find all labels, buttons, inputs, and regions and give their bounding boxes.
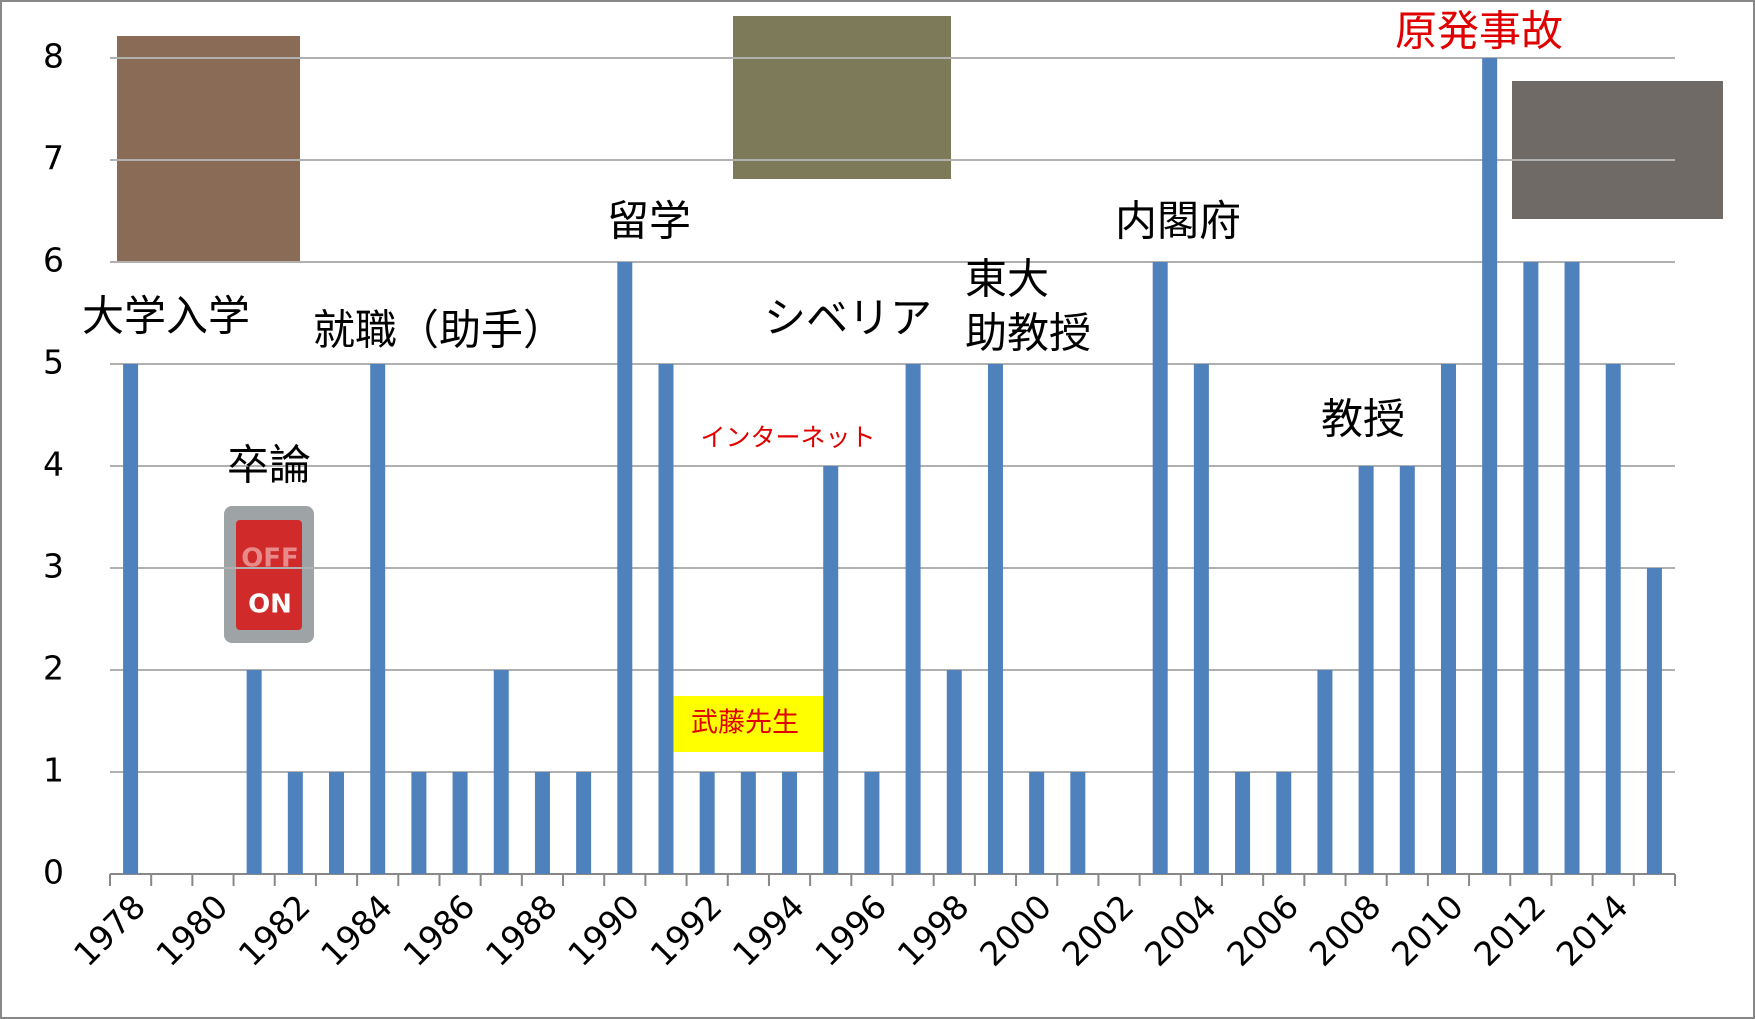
bar [1441, 364, 1456, 874]
bar [370, 364, 385, 874]
chart: 0123456781978198019821984198619881990199… [0, 0, 1755, 1019]
switch-label: ON [248, 590, 292, 620]
switch-label: OFF [241, 544, 299, 574]
y-tick-label: 8 [43, 37, 64, 76]
bar [494, 670, 509, 874]
bar [1606, 364, 1621, 874]
annotation: 大学入学 [82, 292, 250, 341]
bar [1194, 364, 1209, 874]
bar [1276, 772, 1291, 874]
bar [823, 466, 838, 874]
annotation: 内閣府 [1115, 197, 1241, 246]
bar [1565, 262, 1580, 874]
annotation: 教授 [1321, 395, 1405, 444]
bar [576, 772, 591, 874]
annotation: 就職（助手） [313, 306, 565, 355]
bar [535, 772, 550, 874]
bar [906, 364, 921, 874]
photo-grassland [733, 16, 951, 179]
y-tick-label: 5 [43, 343, 64, 382]
bar [1070, 772, 1085, 874]
annotation: インターネット [700, 423, 875, 452]
bar [288, 772, 303, 874]
bar [1482, 58, 1497, 874]
annotation: 東大 [965, 255, 1049, 304]
annotation: シベリア [764, 294, 932, 343]
y-tick-label: 6 [43, 241, 64, 280]
bar [1153, 262, 1168, 874]
y-tick-label: 2 [43, 649, 64, 688]
annotation: 武藤先生 [691, 708, 799, 739]
bar [123, 364, 138, 874]
bar [864, 772, 879, 874]
bar [947, 670, 962, 874]
bar [1317, 670, 1332, 874]
bar [741, 772, 756, 874]
bar [658, 364, 673, 874]
photo-runners [117, 36, 300, 262]
bar [782, 772, 797, 874]
switch-icon [224, 506, 314, 643]
bar [700, 772, 715, 874]
annotation: 助教授 [965, 309, 1091, 358]
bar [411, 772, 426, 874]
y-tick-label: 0 [43, 853, 64, 892]
y-tick-label: 1 [43, 751, 64, 790]
bar [988, 364, 1003, 874]
bar [1523, 262, 1538, 874]
bar [329, 772, 344, 874]
y-tick-label: 4 [43, 445, 64, 484]
y-tick-label: 3 [43, 547, 64, 586]
y-tick-label: 7 [43, 139, 64, 178]
bar [453, 772, 468, 874]
bar [1029, 772, 1044, 874]
photo-field-work [1512, 81, 1723, 219]
annotation: 卒論 [227, 441, 311, 490]
annotation: 留学 [607, 197, 691, 246]
bar [617, 262, 632, 874]
bar [1359, 466, 1374, 874]
bar [1235, 772, 1250, 874]
bar [1647, 568, 1662, 874]
bar [1400, 466, 1415, 874]
annotation: 原発事故 [1395, 7, 1563, 56]
bar [247, 670, 262, 874]
